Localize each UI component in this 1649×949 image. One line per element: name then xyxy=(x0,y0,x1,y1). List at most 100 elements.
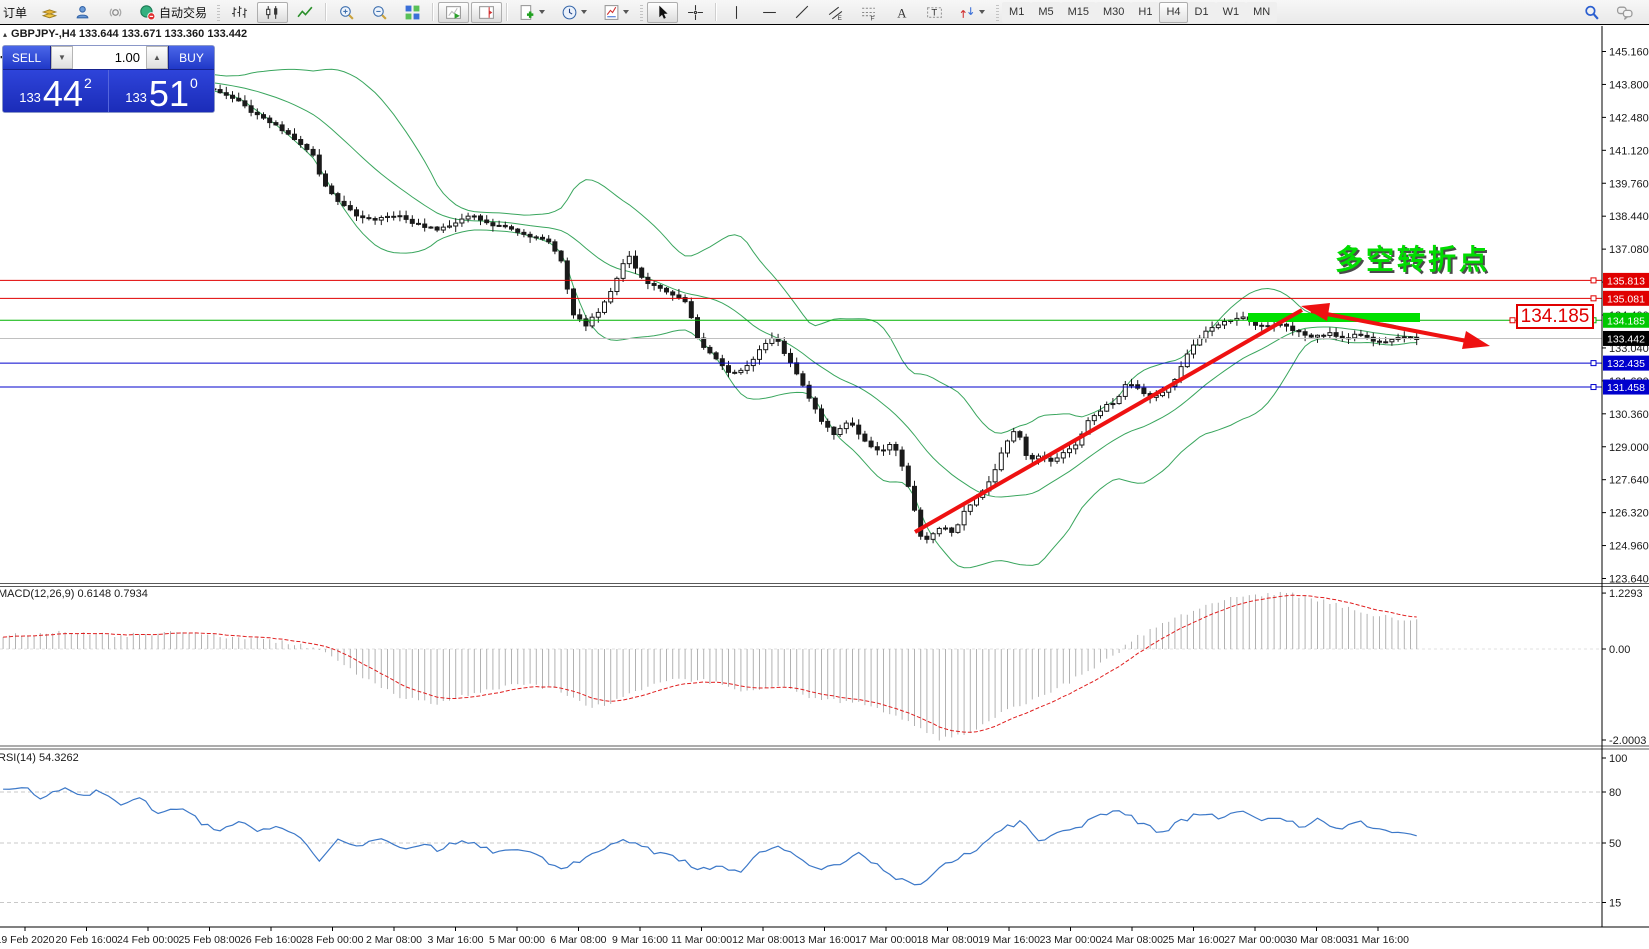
time-axis-label: 24 Mar 08:00 xyxy=(1101,934,1163,946)
svg-text:E: E xyxy=(838,14,842,20)
clock-icon xyxy=(562,5,577,19)
timeframe-button-m1[interactable]: M1 xyxy=(1002,1,1032,23)
time-axis-label: 28 Feb 00:00 xyxy=(302,934,364,946)
timeframe-button-h1[interactable]: H1 xyxy=(1131,1,1160,23)
arrows-tool-button[interactable] xyxy=(952,2,992,23)
buy-price-pips: 51 xyxy=(148,73,189,113)
down-arrow-line[interactable] xyxy=(1310,309,1473,344)
time-axis-label: 11 Mar 00:00 xyxy=(671,934,732,946)
crosshair-tool-button[interactable] xyxy=(680,2,711,23)
indicators-button[interactable] xyxy=(512,2,552,23)
price-axis-tick: 124.960 xyxy=(1609,541,1649,553)
new-order-button[interactable]: 订单 xyxy=(1,2,32,23)
hline-anchor xyxy=(1590,360,1597,367)
search-button[interactable] xyxy=(1576,2,1607,23)
dropdown-caret xyxy=(623,10,630,14)
rsi-axis-tick: 100 xyxy=(1609,753,1627,765)
trendline-tool-button[interactable] xyxy=(787,2,818,23)
time-axis-label: 31 Mar 16:00 xyxy=(1347,934,1409,946)
svg-text:A: A xyxy=(897,6,907,20)
time-axis-label: 6 Mar 08:00 xyxy=(550,934,606,946)
volume-input[interactable] xyxy=(73,46,146,69)
volume-increase-button[interactable]: ▲ xyxy=(146,46,168,69)
chart-shift-icon xyxy=(479,5,494,19)
volume-control: ▼ ▲ xyxy=(51,46,168,69)
time-axis-label: 17 Mar 00:00 xyxy=(855,934,917,946)
rsi-label: RSI(14) 54.3262 xyxy=(0,752,79,764)
trade-controls-row: SELL ▼ ▲ BUY xyxy=(3,46,214,69)
macd-axis-tick: 0.00 xyxy=(1609,644,1630,656)
bollinger-upper xyxy=(3,55,1417,434)
timeframe-button-mn[interactable]: MN xyxy=(1246,1,1278,23)
green-zone-rectangle[interactable] xyxy=(1248,313,1420,322)
channel-tool-button[interactable]: E xyxy=(820,2,851,23)
symbol-ohlc-text: GBPJPY-,H4 133.644 133.671 133.360 133.4… xyxy=(11,28,248,40)
toolbar-separator xyxy=(506,3,509,21)
candlestick-icon xyxy=(266,5,278,19)
text-label-tool-button[interactable]: T xyxy=(919,2,950,23)
vertical-line-icon xyxy=(736,5,738,19)
navigator-icon xyxy=(76,5,89,18)
autotrading-label: 自动交易 xyxy=(159,5,208,20)
terminal-icon xyxy=(109,7,122,17)
auto-scroll-button[interactable] xyxy=(438,1,470,23)
periods-button[interactable] xyxy=(554,2,594,23)
time-axis-label: 27 Mar 00:00 xyxy=(1224,934,1286,946)
timeframe-button-d1[interactable]: D1 xyxy=(1187,1,1216,23)
market-watch-button[interactable] xyxy=(34,2,65,23)
toolbar-grip[interactable] xyxy=(640,3,644,21)
horizontal-line-tool-button[interactable] xyxy=(754,2,785,23)
timeframe-button-h4[interactable]: H4 xyxy=(1159,1,1188,23)
chart-shift-button[interactable] xyxy=(471,1,503,23)
one-click-collapse-icon[interactable]: ▴ xyxy=(3,29,8,39)
time-axis-label: 19 Mar 16:00 xyxy=(978,934,1040,946)
zoom-out-button[interactable] xyxy=(364,2,395,23)
templates-button[interactable] xyxy=(596,2,636,23)
line-chart-mode-button[interactable] xyxy=(290,2,321,23)
templates-icon xyxy=(604,4,619,20)
sell-price[interactable]: 133 44 2 xyxy=(3,70,109,112)
timeframe-button-m30[interactable]: M30 xyxy=(1096,1,1132,23)
buy-price[interactable]: 133 51 0 xyxy=(109,70,214,112)
down-arrow-head-left xyxy=(1301,303,1330,321)
autotrading-button[interactable]: 自动交易 xyxy=(133,2,213,23)
zoom-in-button[interactable] xyxy=(331,2,362,23)
terminal-button[interactable] xyxy=(100,2,131,23)
price-axis-tick: 141.120 xyxy=(1609,145,1649,157)
chat-button[interactable] xyxy=(1609,2,1640,23)
candlestick-mode-button[interactable] xyxy=(257,1,289,23)
cursor-tool-button[interactable] xyxy=(647,1,679,23)
macd-axis-tick: 1.2293 xyxy=(1609,588,1643,600)
horizontal-line-icon xyxy=(763,11,776,13)
text-label-icon: T xyxy=(927,6,942,18)
timeframe-button-m5[interactable]: M5 xyxy=(1031,1,1061,23)
auto-scroll-icon xyxy=(446,5,461,19)
navigator-button[interactable] xyxy=(67,2,98,23)
zoom-in-icon xyxy=(340,5,354,20)
toolbar-grip[interactable] xyxy=(217,3,221,21)
symbol-info-bar: ▴ GBPJPY-,H4 133.644 133.671 133.360 133… xyxy=(3,28,247,40)
volume-decrease-button[interactable]: ▼ xyxy=(51,46,73,69)
fibonacci-tool-button[interactable]: F xyxy=(853,2,884,23)
price-callout-box[interactable]: 134.185 xyxy=(1516,304,1594,329)
autotrading-icon xyxy=(140,4,156,20)
bar-chart-mode-button[interactable] xyxy=(224,2,255,23)
vertical-line-tool-button[interactable] xyxy=(721,2,752,23)
tile-windows-icon xyxy=(405,5,420,19)
text-tool-button[interactable]: A xyxy=(886,2,917,23)
buy-button[interactable]: BUY xyxy=(168,46,214,69)
sell-button[interactable]: SELL xyxy=(3,46,51,69)
time-axis-label: 25 Feb 08:00 xyxy=(179,934,241,946)
text-tool-icon: A xyxy=(897,6,907,20)
arrows-tool-icon xyxy=(960,6,974,18)
time-axis-label: 3 Mar 16:00 xyxy=(427,934,483,946)
sell-price-figure: 133 xyxy=(19,90,41,105)
tile-windows-button[interactable] xyxy=(397,2,428,23)
timeframe-button-w1[interactable]: W1 xyxy=(1215,1,1247,23)
toolbar-grip[interactable] xyxy=(996,3,1000,21)
uptrend-line[interactable] xyxy=(914,308,1303,534)
turning-point-annotation: 多空转折点 xyxy=(1335,244,1491,275)
timeframe-button-m15[interactable]: M15 xyxy=(1060,1,1096,23)
fibonacci-icon: F xyxy=(862,7,875,21)
